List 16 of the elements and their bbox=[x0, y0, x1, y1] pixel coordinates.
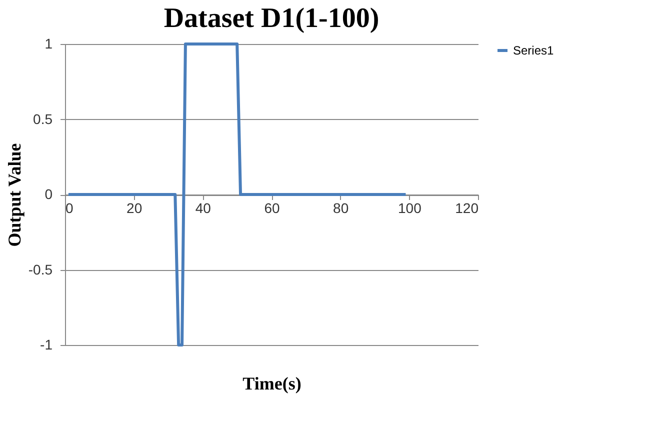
y-tick-label: 0.5 bbox=[33, 110, 53, 127]
y-tick-label: 1 bbox=[44, 36, 53, 52]
y-tick-label: -0.5 bbox=[28, 261, 53, 278]
x-tick-label: 40 bbox=[195, 200, 212, 216]
x-tick-label: 0 bbox=[66, 200, 74, 216]
y-tick-label: 0 bbox=[44, 186, 53, 202]
y-tick-label: -1 bbox=[40, 336, 53, 352]
y-axis-title: Output Value bbox=[4, 143, 24, 247]
x-tick-label: 60 bbox=[264, 200, 280, 216]
x-axis-title: Time(s) bbox=[242, 374, 302, 394]
x-tick-label: 80 bbox=[333, 200, 349, 216]
chart-title: Dataset D1(1-100) bbox=[164, 3, 380, 34]
x-tick-label: 20 bbox=[126, 200, 142, 216]
x-tick-label: 120 bbox=[455, 200, 479, 216]
x-tick-label: 100 bbox=[398, 200, 422, 216]
legend-label: Series1 bbox=[513, 44, 554, 58]
